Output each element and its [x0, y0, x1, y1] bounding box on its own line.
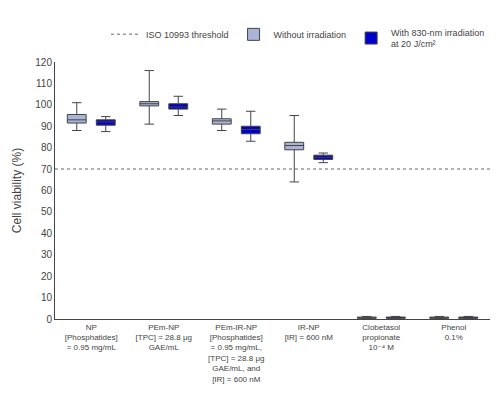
svg-text:40: 40 [41, 228, 53, 239]
svg-text:100: 100 [35, 99, 52, 110]
svg-text:Without irradiation: Without irradiation [274, 30, 347, 40]
svg-text:0: 0 [46, 314, 52, 325]
svg-text:60: 60 [41, 185, 53, 196]
svg-text:10: 10 [41, 292, 53, 303]
svg-text:PEm-IR-NP[Phosphatides]= 0.95: PEm-IR-NP[Phosphatides]= 0.95 mg/mL,[TPC… [208, 323, 264, 384]
svg-text:110: 110 [36, 78, 52, 89]
svg-text:70: 70 [41, 164, 53, 175]
svg-text:PEm-NP[TPC] = 28.8 μgGAE/mL: PEm-NP[TPC] = 28.8 μgGAE/mL [136, 323, 192, 353]
svg-text:80: 80 [41, 142, 53, 153]
svg-text:50: 50 [41, 206, 53, 217]
svg-text:Phenol0.1%: Phenol0.1% [441, 323, 466, 342]
svg-text:With 830-nm irradiationat 20 J: With 830-nm irradiationat 20 J/cm² [391, 28, 484, 50]
svg-text:Cell viability (%): Cell viability (%) [10, 148, 24, 233]
svg-text:20: 20 [41, 271, 53, 282]
svg-text:120: 120 [35, 57, 52, 68]
svg-text:Clobetasolpropionate10⁻⁴ M: Clobetasolpropionate10⁻⁴ M [362, 323, 400, 353]
svg-text:ISO 10993 threshold: ISO 10993 threshold [146, 30, 229, 40]
svg-text:90: 90 [41, 121, 53, 132]
svg-text:NP[Phosphatides]= 0.95 mg/mL: NP[Phosphatides]= 0.95 mg/mL [65, 323, 118, 353]
svg-text:IR-NP[IR] = 600 nM: IR-NP[IR] = 600 nM [285, 323, 334, 342]
svg-text:30: 30 [41, 249, 53, 260]
